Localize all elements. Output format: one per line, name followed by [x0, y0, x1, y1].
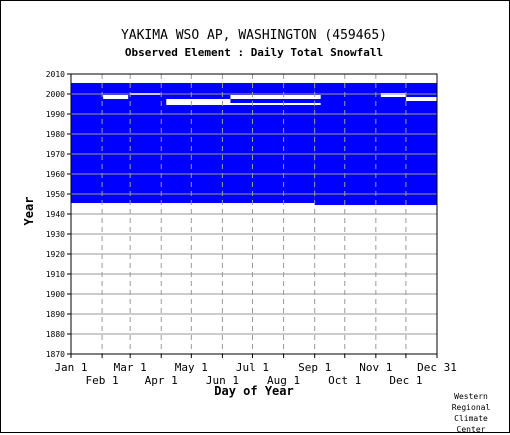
missing-data-gap — [166, 103, 321, 105]
x-axis-ticks: Jan 1 Mar 1 May 1 Jul 1 Sep 1 Nov 1 Dec 31 Feb … — [54, 354, 457, 387]
y-tick-label: 2010 — [46, 70, 65, 79]
missing-data-gap — [166, 99, 231, 103]
x-tick-label: Jul 1 — [236, 361, 269, 374]
x-tick-label: May 1 — [175, 361, 208, 374]
chart-title: YAKIMA WSO AP, WASHINGTON (459465) — [121, 28, 387, 43]
x-axis-label: Day of Year — [214, 384, 293, 398]
grid-lines — [70, 73, 438, 355]
x-tick-label: Mar 1 — [114, 361, 147, 374]
credit-line: Center — [456, 425, 486, 434]
y-axis-ticks: 1870 1880 1890 1900 1910 1920 1930 1940 1950 1960… — [46, 70, 71, 359]
y-tick-label: 1960 — [46, 170, 65, 179]
data-coverage-layer — [71, 83, 437, 205]
y-tick-label: 1970 — [46, 150, 65, 159]
y-tick-label: 2000 — [46, 90, 65, 99]
y-axis-label: Year — [22, 197, 36, 226]
y-tick-label: 1930 — [46, 230, 65, 239]
y-tick-label: 1910 — [46, 270, 65, 279]
y-tick-label: 1990 — [46, 110, 65, 119]
y-tick-label: 1890 — [46, 310, 65, 319]
x-tick-label: Apr 1 — [145, 374, 178, 387]
y-tick-label: 1940 — [46, 210, 65, 219]
x-tick-label: Aug 1 — [267, 374, 300, 387]
y-tick-label: 1950 — [46, 190, 65, 199]
chart-subtitle: Observed Element : Daily Total Snowfall — [125, 46, 383, 59]
credit-line: Climate — [454, 414, 488, 423]
y-tick-label: 1880 — [46, 330, 65, 339]
x-tick-label: Nov 1 — [359, 361, 392, 374]
credit-line: Western — [454, 392, 488, 401]
x-tick-label: Jun 1 — [206, 374, 239, 387]
missing-data-gap — [230, 95, 321, 99]
credit-block: Western Regional Climate Center — [441, 391, 501, 435]
missing-data-gap — [380, 93, 406, 97]
x-tick-label: Jan 1 — [54, 361, 87, 374]
x-tick-label: Oct 1 — [328, 374, 361, 387]
x-tick-label: Sep 1 — [298, 361, 331, 374]
x-tick-label: Dec 31 — [417, 361, 457, 374]
y-tick-label: 1900 — [46, 290, 65, 299]
missing-data-gap — [405, 97, 437, 101]
x-tick-label: Feb 1 — [86, 374, 119, 387]
y-tick-label: 1870 — [46, 350, 65, 359]
credit-line: Regional — [451, 403, 491, 412]
y-tick-label: 1920 — [46, 250, 65, 259]
y-tick-label: 1980 — [46, 130, 65, 139]
x-tick-label: Dec 1 — [389, 374, 422, 387]
missing-data-gap — [103, 95, 129, 99]
